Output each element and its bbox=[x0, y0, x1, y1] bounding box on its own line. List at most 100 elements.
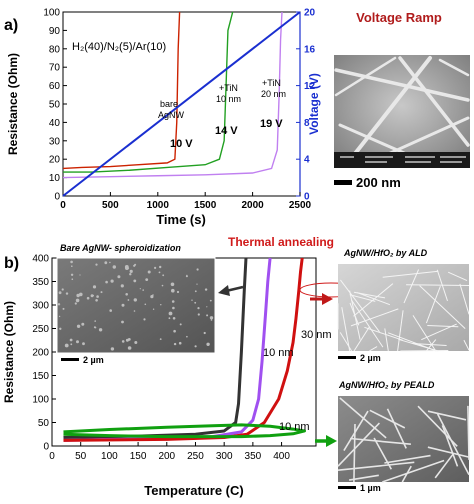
sem-particle bbox=[109, 309, 112, 312]
sem-particle bbox=[168, 317, 171, 320]
sem-particle bbox=[186, 335, 188, 338]
sem-particle bbox=[144, 303, 147, 306]
sem-wire bbox=[406, 284, 470, 286]
bare-label-2: AgNW bbox=[158, 110, 185, 120]
chart-a-xtick-label: 1500 bbox=[194, 200, 217, 211]
sem-particle bbox=[171, 288, 175, 293]
inset-ald-scale-bar bbox=[338, 356, 356, 359]
chart-a-ytick-label: 50 bbox=[49, 100, 61, 111]
inset-bare-scale-bar bbox=[61, 358, 79, 361]
sem-wire bbox=[349, 302, 360, 326]
sem-particle bbox=[127, 346, 132, 350]
sem-wire bbox=[459, 283, 470, 315]
inset-peald-scale-bar bbox=[338, 486, 356, 489]
sem-particle bbox=[74, 302, 77, 305]
chart-a-xtick-label: 1000 bbox=[147, 200, 170, 211]
sem-wire bbox=[337, 461, 415, 471]
chart-a-y2tick-label: 8 bbox=[304, 118, 310, 129]
chart-a-ticks: 0 500 1000 1500 2000 250001020304050607080901… bbox=[43, 8, 315, 212]
sem-particle bbox=[94, 320, 96, 322]
chart-b-xtick-label: 0 bbox=[49, 451, 55, 462]
sem-particle bbox=[173, 329, 176, 333]
sem-particle bbox=[152, 308, 155, 310]
sem-particle bbox=[92, 294, 94, 297]
chart-a-ytick-label: 80 bbox=[49, 44, 61, 55]
sem-particle bbox=[209, 316, 214, 320]
sem-particle bbox=[112, 265, 117, 269]
sem-particle bbox=[154, 266, 157, 269]
sem-particle bbox=[133, 264, 136, 267]
chart-b-ytick-label: 400 bbox=[32, 254, 49, 265]
chart-a-series-tin20 bbox=[62, 11, 283, 179]
chart-b-ytick-label: 150 bbox=[32, 371, 49, 382]
tin10-label-1: +TiN bbox=[219, 83, 238, 93]
bare-label-1: bare bbox=[160, 99, 178, 109]
chart-b-ytick-label: 0 bbox=[43, 442, 49, 453]
sem-a-title: Voltage Ramp bbox=[356, 10, 442, 25]
chart-b-xtick-label: 150 bbox=[130, 451, 147, 462]
sem-particle bbox=[79, 292, 83, 297]
sem-particle bbox=[76, 340, 79, 344]
sem-particle bbox=[194, 290, 197, 293]
sem-wire bbox=[353, 326, 370, 352]
sem-particle bbox=[178, 341, 182, 345]
sem-image-bare-agnw bbox=[56, 257, 216, 354]
sem-particle bbox=[95, 299, 98, 302]
sem-particle bbox=[98, 328, 103, 332]
sem-particle bbox=[133, 310, 136, 312]
sem-particle bbox=[162, 274, 165, 277]
sem-wire bbox=[427, 446, 470, 458]
sem-wire bbox=[364, 326, 403, 341]
sem-particle bbox=[197, 313, 200, 316]
chart-a-ytick-label: 40 bbox=[49, 118, 61, 129]
sem-particle bbox=[152, 294, 154, 296]
chart-b-xlabel: Temperature (C) bbox=[144, 483, 243, 498]
inset-bare-scale-text: 2 µm bbox=[83, 355, 104, 365]
chart-b-xtick-label: 300 bbox=[216, 451, 233, 462]
sem-wire bbox=[340, 279, 380, 333]
sem-wire bbox=[384, 328, 389, 352]
sem-particle bbox=[134, 341, 138, 344]
tin10-label-2: 10 nm bbox=[216, 94, 241, 104]
arrow-to-peald-inset bbox=[315, 435, 337, 447]
sem-a-scale-text: 200 nm bbox=[356, 175, 401, 190]
sem-particle bbox=[143, 318, 146, 321]
chart-b-xtick-label: 100 bbox=[101, 451, 118, 462]
sem-particle bbox=[71, 265, 73, 268]
sem-particle bbox=[179, 323, 182, 326]
sem-wire bbox=[337, 422, 380, 467]
sem-wire bbox=[339, 332, 353, 352]
sem-wire bbox=[369, 409, 406, 429]
sem-particle bbox=[161, 284, 164, 287]
sem-wire bbox=[369, 346, 378, 352]
sem-particle bbox=[95, 263, 98, 266]
chart-b-series bbox=[63, 257, 307, 442]
sem-wire bbox=[373, 437, 393, 470]
sem-particle bbox=[76, 324, 81, 328]
sem-particle bbox=[70, 273, 74, 276]
sem-particle bbox=[57, 303, 61, 306]
sem-wire bbox=[353, 283, 394, 317]
chart-a-series-voltage bbox=[62, 11, 301, 197]
sem-particle bbox=[58, 315, 61, 318]
v14-label: 14 V bbox=[215, 125, 238, 137]
sem-particle bbox=[125, 338, 129, 342]
sem-particle bbox=[197, 307, 200, 310]
sem-wire bbox=[463, 339, 470, 351]
sem-wire bbox=[343, 410, 369, 452]
chart-a-xtick-label: 0 bbox=[60, 200, 66, 211]
sem-particle bbox=[127, 299, 130, 301]
chart-a-ytick-label: 70 bbox=[49, 63, 61, 74]
sem-particle bbox=[121, 340, 125, 343]
sem-particle bbox=[105, 280, 108, 284]
sem-particle bbox=[129, 269, 133, 273]
sem-particle bbox=[150, 295, 154, 299]
chart-a-ytick-label: 0 bbox=[54, 192, 60, 203]
sem-particle bbox=[110, 279, 114, 283]
sem-particle bbox=[109, 261, 111, 264]
sem-particle bbox=[196, 283, 198, 285]
chart-b-xtick-label: 350 bbox=[245, 451, 262, 462]
sem-particle bbox=[206, 306, 208, 308]
gas-label: H₂(40)/N₂(5)/Ar(10) bbox=[72, 41, 166, 53]
arrow-to-bare-inset bbox=[218, 285, 244, 296]
